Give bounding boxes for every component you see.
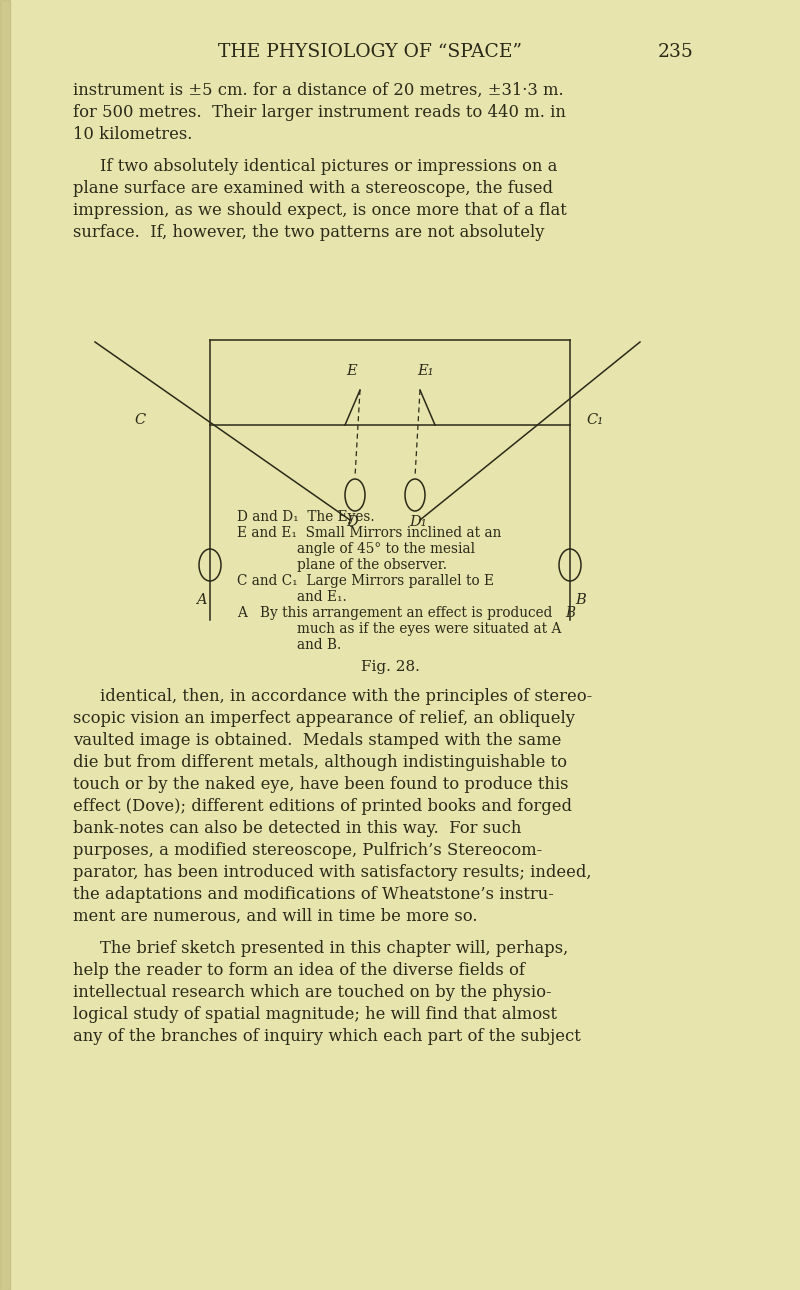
Text: impression, as we should expect, is once more that of a flat: impression, as we should expect, is once… [73,203,566,219]
Text: intellectual research which are touched on by the physio-: intellectual research which are touched … [73,984,552,1001]
Text: touch or by the naked eye, have been found to produce this: touch or by the naked eye, have been fou… [73,777,569,793]
Text: effect (Dove); different editions of printed books and forged: effect (Dove); different editions of pri… [73,799,572,815]
Text: much as if the eyes were situated at A: much as if the eyes were situated at A [297,622,562,636]
Text: purposes, a modified stereoscope, Pulfrich’s Stereocom-: purposes, a modified stereoscope, Pulfri… [73,842,542,859]
Text: If two absolutely identical pictures or impressions on a: If two absolutely identical pictures or … [100,157,558,175]
Text: E and E₁  Small Mirrors inclined at an: E and E₁ Small Mirrors inclined at an [237,526,502,541]
Text: THE PHYSIOLOGY OF “SPACE”: THE PHYSIOLOGY OF “SPACE” [218,43,522,61]
Text: plane surface are examined with a stereoscope, the fused: plane surface are examined with a stereo… [73,181,553,197]
Text: help the reader to form an idea of the diverse fields of: help the reader to form an idea of the d… [73,962,525,979]
Text: A: A [196,593,207,608]
Text: plane of the observer.: plane of the observer. [297,559,447,571]
Text: identical, then, in accordance with the principles of stereo-: identical, then, in accordance with the … [100,688,592,706]
Text: angle of 45° to the mesial: angle of 45° to the mesial [297,542,475,556]
Text: bank-notes can also be detected in this way.  For such: bank-notes can also be detected in this … [73,820,522,837]
Text: C: C [134,413,146,427]
Text: die but from different metals, although indistinguishable to: die but from different metals, although … [73,753,567,771]
Text: instrument is ±5 cm. for a distance of 20 metres, ±31·3 m.: instrument is ±5 cm. for a distance of 2… [73,83,564,99]
Text: parator, has been introduced with satisfactory results; indeed,: parator, has been introduced with satisf… [73,864,591,881]
Text: E: E [346,364,358,378]
Text: and B.: and B. [297,639,342,651]
Text: and E₁.: and E₁. [297,590,346,604]
Text: surface.  If, however, the two patterns are not absolutely: surface. If, however, the two patterns a… [73,224,545,241]
Text: the adaptations and modifications of Wheatstone’s instru-: the adaptations and modifications of Whe… [73,886,554,903]
Text: B: B [575,593,586,608]
Text: logical study of spatial magnitude; he will find that almost: logical study of spatial magnitude; he w… [73,1006,557,1023]
Text: The brief sketch presented in this chapter will, perhaps,: The brief sketch presented in this chapt… [100,940,568,957]
Text: ment are numerous, and will in time be more so.: ment are numerous, and will in time be m… [73,908,478,925]
Text: D: D [346,515,358,529]
Bar [0,0,10,1290]
Text: E₁: E₁ [417,364,434,378]
Text: B: B [565,606,575,620]
Text: vaulted image is obtained.  Medals stamped with the same: vaulted image is obtained. Medals stampe… [73,731,562,749]
Text: 10 kilometres.: 10 kilometres. [73,126,192,143]
Text: D₁: D₁ [409,515,427,529]
Text: C₁: C₁ [586,413,603,427]
Text: A   By this arrangement an effect is produced: A By this arrangement an effect is produ… [237,606,552,620]
Text: C and C₁  Large Mirrors parallel to E: C and C₁ Large Mirrors parallel to E [237,574,494,588]
Text: for 500 metres.  Their larger instrument reads to 440 m. in: for 500 metres. Their larger instrument … [73,104,566,121]
Text: D and D₁  The Eyes.: D and D₁ The Eyes. [237,510,374,524]
Text: Fig. 28.: Fig. 28. [361,660,419,673]
Text: scopic vision an imperfect appearance of relief, an obliquely: scopic vision an imperfect appearance of… [73,710,575,728]
Text: any of the branches of inquiry which each part of the subject: any of the branches of inquiry which eac… [73,1028,581,1045]
Text: 235: 235 [658,43,694,61]
